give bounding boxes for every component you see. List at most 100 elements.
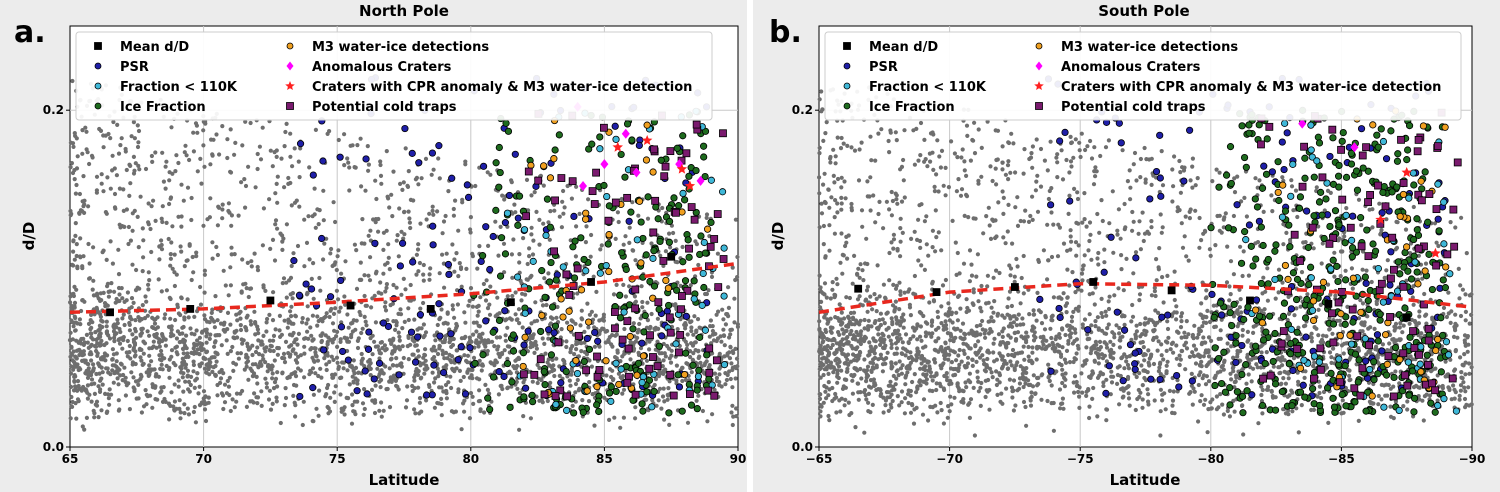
crater-point	[114, 359, 119, 364]
mean-dd-marker	[266, 296, 275, 305]
crater-point	[311, 296, 316, 301]
crater-point	[970, 301, 975, 306]
crater-point	[456, 274, 461, 279]
crater-point	[315, 358, 321, 363]
crater-point	[179, 182, 184, 187]
ice-fraction-point	[489, 373, 498, 381]
crater-point	[1057, 335, 1062, 340]
cold-trap-point	[705, 368, 714, 377]
crater-point	[998, 342, 1003, 347]
crater-point	[570, 344, 575, 349]
ice-fraction-point	[593, 401, 601, 409]
crater-point	[463, 159, 468, 164]
crater-point	[382, 343, 387, 348]
ice-fraction-point	[538, 267, 546, 275]
crater-point	[157, 340, 162, 345]
crater-point	[140, 303, 145, 308]
crater-point	[838, 146, 844, 151]
crater-point	[249, 368, 254, 373]
crater-point	[138, 194, 143, 199]
crater-point	[267, 312, 272, 317]
crater-point	[255, 395, 261, 400]
cold-trap-point	[522, 212, 531, 221]
axis-ticks: 65 70 75 80 85 900.00.2	[43, 103, 747, 466]
legend-box	[75, 31, 713, 121]
psr-point	[594, 337, 602, 345]
crater-point	[1003, 172, 1008, 177]
crater-point	[979, 309, 984, 314]
crater-point	[467, 298, 472, 303]
ice-fraction-point	[509, 347, 518, 355]
crater-point	[384, 387, 389, 392]
crater-point	[477, 333, 482, 338]
crater-point	[298, 368, 303, 373]
crater-point	[668, 245, 673, 250]
crater-point	[275, 226, 280, 231]
crater-point	[261, 333, 266, 338]
crater-point	[335, 360, 340, 365]
crater-point	[983, 394, 988, 400]
crater-point	[512, 202, 517, 207]
crater-point	[985, 119, 990, 124]
crater-point	[645, 216, 651, 221]
crater-point	[305, 317, 310, 322]
cold-trap-point	[674, 348, 683, 357]
crater-point	[166, 367, 171, 372]
crater-point	[397, 334, 402, 339]
crater-point	[1174, 317, 1179, 322]
crater-point	[116, 247, 121, 252]
crater-point	[226, 384, 231, 389]
crater-point	[1034, 179, 1039, 184]
crater-point	[689, 325, 694, 330]
crater-point	[971, 385, 976, 390]
crater-point	[174, 336, 179, 341]
crater-point	[1006, 296, 1011, 301]
ice-fraction-point	[607, 383, 615, 391]
crater-point	[1270, 209, 1275, 214]
crater-point	[202, 366, 207, 371]
crater-point	[666, 386, 671, 391]
crater-point	[1165, 359, 1170, 364]
psr-point	[336, 153, 344, 161]
crater-point	[362, 364, 367, 369]
crater-point	[183, 365, 188, 370]
crater-point	[1285, 317, 1290, 323]
cold-fraction-point	[596, 269, 604, 277]
crater-point	[1157, 365, 1162, 370]
psr-point	[396, 262, 404, 270]
crater-point	[128, 238, 133, 243]
crater-point	[104, 366, 109, 371]
crater-point	[376, 290, 381, 295]
psr-point	[482, 223, 490, 231]
m3-ice-point	[664, 284, 673, 292]
crater-point	[377, 356, 382, 361]
m3-ice-point	[642, 156, 651, 164]
crater-point	[1245, 329, 1250, 334]
crater-point	[542, 341, 547, 346]
crater-point	[460, 197, 465, 202]
crater-point	[131, 337, 136, 342]
crater-point	[1001, 195, 1006, 200]
crater-point	[375, 366, 380, 371]
crater-point	[574, 347, 579, 352]
crater-point	[321, 188, 326, 193]
crater-point	[255, 345, 260, 350]
psr-point	[296, 392, 304, 401]
crater-point	[91, 368, 96, 373]
ice-fraction-point	[495, 143, 503, 152]
crater-point	[967, 346, 972, 351]
crater-point	[164, 363, 169, 369]
crater-point	[631, 248, 636, 253]
crater-point	[176, 384, 181, 389]
crater-point	[90, 155, 95, 160]
crater-point	[176, 378, 181, 383]
crater-point	[1128, 197, 1133, 202]
crater-point	[898, 336, 903, 341]
crater-point	[369, 387, 375, 392]
psr-point	[415, 159, 423, 167]
cold-fraction-point	[563, 406, 571, 415]
ice-fraction-point	[697, 232, 705, 240]
crater-point	[455, 348, 460, 353]
crater-point	[391, 376, 396, 381]
ice-fraction-point	[509, 331, 517, 339]
